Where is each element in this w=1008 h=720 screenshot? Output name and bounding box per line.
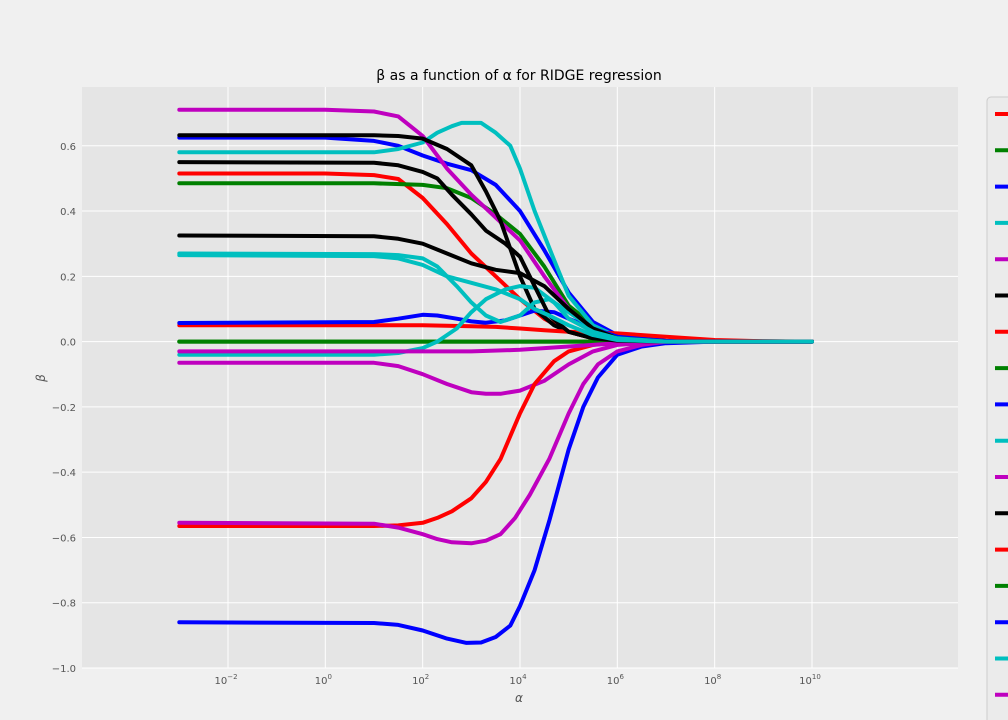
y-tick-label: 0.6 — [60, 142, 76, 153]
legend — [986, 96, 1008, 720]
x-tick-label: 102 — [412, 673, 429, 687]
y-tick-label: −0.4 — [52, 468, 76, 479]
series-line — [177, 339, 814, 396]
y-tick-label: 0.0 — [60, 338, 76, 349]
x-tick-label: 10−2 — [214, 673, 237, 687]
y-tick-label: 0.4 — [60, 207, 76, 218]
x-axis-ticks: 10−2 100 102 104 106 108 1010 — [214, 673, 820, 687]
y-tick-label: −1.0 — [52, 664, 76, 675]
x-tick-label: 104 — [509, 673, 527, 687]
y-axis-label: β — [34, 374, 48, 383]
y-tick-label: −0.8 — [52, 599, 76, 610]
series-lines — [177, 107, 814, 645]
x-tick-label: 108 — [704, 673, 721, 687]
legend-box — [986, 96, 1008, 720]
y-tick-label: −0.2 — [52, 403, 76, 414]
x-axis-label: α — [515, 691, 523, 705]
y-axis-ticks: 0.6 0.4 0.2 0.0 −0.2 −0.4 −0.6 −0.8 −1.0 — [52, 142, 76, 675]
series-line — [177, 160, 814, 344]
x-tick-label: 1010 — [799, 673, 821, 687]
y-tick-label: −0.6 — [52, 533, 76, 544]
series-line — [177, 120, 814, 344]
x-tick-label: 106 — [607, 673, 625, 687]
y-tick-label: 0.2 — [60, 272, 76, 283]
chart-title: β as a function of α for RIDGE regressio… — [376, 68, 661, 84]
series-line — [177, 253, 814, 344]
series-line — [177, 339, 814, 528]
series-line — [177, 339, 814, 546]
x-tick-label: 100 — [315, 673, 332, 687]
